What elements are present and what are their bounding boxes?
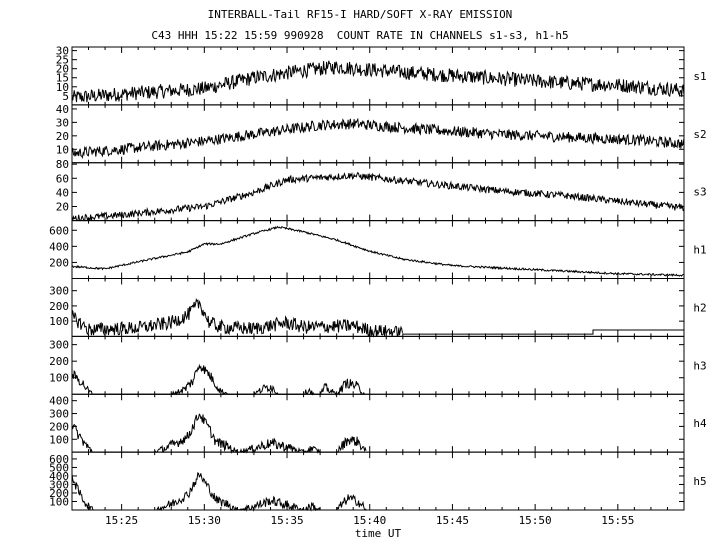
channel-label-h4: h4 [693, 417, 707, 430]
panel-frame-h4 [71, 393, 685, 453]
ytick-label-s1: 15 [56, 72, 69, 85]
ytick-label-h2: 200 [49, 300, 69, 313]
channel-label-s3: s3 [693, 186, 706, 199]
ytick-label-h1: 600 [49, 224, 69, 237]
series-line-h3 [71, 363, 365, 396]
series-floor-h2 [402, 329, 684, 335]
series-line-h2 [71, 297, 403, 338]
series-line-s1 [71, 60, 685, 103]
channel-label-h5: h5 [693, 475, 706, 488]
channel-label-s2: s2 [693, 128, 706, 141]
ytick-label-h2: 100 [49, 315, 69, 328]
ytick-label-h5: 200 [49, 487, 69, 500]
ytick-label-h3: 300 [49, 339, 69, 352]
ytick-label-h3: 100 [49, 372, 69, 385]
panel-frame-h1 [71, 220, 685, 279]
ytick-label-h4: 300 [49, 408, 69, 421]
ytick-label-s2: 40 [56, 103, 69, 116]
ytick-label-s1: 10 [56, 81, 69, 94]
series-line-h5 [71, 472, 367, 512]
ytick-label-h5: 600 [49, 453, 69, 466]
chart-title: INTERBALL-Tail RF15-I HARD/SOFT X-RAY EM… [207, 8, 513, 21]
channel-label-s1: s1 [693, 70, 706, 83]
ytick-label-h5: 300 [49, 478, 69, 491]
ytick-label-h2: 300 [49, 285, 69, 298]
ytick-label-s1: 20 [56, 63, 69, 76]
channel-label-h2: h2 [693, 301, 706, 314]
series-line-s2 [71, 117, 685, 159]
xtick-label: 15:40 [353, 514, 386, 527]
ytick-label-s2: 10 [56, 143, 69, 156]
panel-h2: 100 200 300 h2 [49, 278, 707, 338]
xtick-label: 15:25 [105, 514, 138, 527]
ytick-label-h5: 100 [49, 495, 69, 508]
xtick-label: 15:50 [519, 514, 552, 527]
panel-frame-h3 [71, 335, 685, 395]
series-line-h4 [71, 413, 367, 455]
channel-label-h3: h3 [693, 359, 706, 372]
ytick-label-s3: 20 [56, 201, 69, 214]
xtick-label: 15:45 [436, 514, 469, 527]
chart-subtitle: C43 HHH 15:22 15:59 990928 COUNT RATE IN… [151, 29, 569, 42]
panel-frame-h5 [71, 451, 685, 511]
xtick-label: 15:35 [270, 514, 303, 527]
xtick-label: 15:55 [601, 514, 634, 527]
ytick-label-s3: 60 [56, 172, 69, 185]
ytick-label-h1: 400 [49, 240, 69, 253]
ytick-label-h4: 100 [49, 433, 69, 446]
ytick-label-s1: 25 [56, 54, 69, 67]
panel-frame-h2 [71, 278, 685, 337]
ytick-label-h1: 200 [49, 256, 69, 269]
ytick-label-s2: 20 [56, 130, 69, 143]
ytick-label-h4: 400 [49, 395, 69, 408]
x-axis-label: time UT [355, 527, 402, 540]
ytick-label-h4: 200 [49, 420, 69, 433]
panel-h1: 200 400 600 h1 [49, 220, 707, 279]
series-line-s3 [71, 171, 684, 222]
ytick-label-s1: 30 [56, 45, 69, 58]
xtick-label: 15:30 [188, 514, 221, 527]
series-line-h1 [72, 225, 684, 277]
ytick-label-h3: 200 [49, 355, 69, 368]
ytick-label-h5: 500 [49, 461, 69, 474]
ytick-label-h5: 400 [49, 470, 69, 483]
ytick-label-s3: 40 [56, 186, 69, 199]
ytick-label-s3: 80 [56, 158, 69, 171]
panel-h3: 100 200 300 h3 [49, 335, 707, 396]
panel-frame-s2 [71, 104, 685, 164]
ytick-label-s1: 5 [62, 90, 69, 103]
channel-label-h1: h1 [693, 244, 706, 257]
ytick-label-s2: 30 [56, 116, 69, 129]
